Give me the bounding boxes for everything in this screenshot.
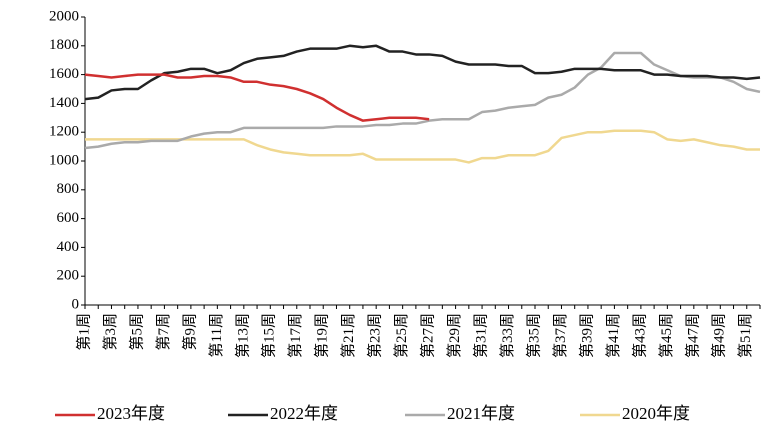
x-tick-label: 第51周 xyxy=(736,313,754,358)
y-tick-label: 2000 xyxy=(49,8,79,24)
x-tick-label: 第31周 xyxy=(471,313,489,358)
x-tick-label: 第27周 xyxy=(419,313,437,358)
x-tick-label: 第25周 xyxy=(392,313,410,358)
y-tick-label: 800 xyxy=(57,181,80,197)
x-tick-label: 第47周 xyxy=(683,313,701,358)
legend-label: 2020年度 xyxy=(622,404,690,423)
series-line xyxy=(84,51,761,150)
series-line xyxy=(84,73,430,122)
y-tick-label: 400 xyxy=(57,239,80,255)
x-tick-label: 第43周 xyxy=(630,313,648,358)
x-tick-label: 第29周 xyxy=(445,313,463,358)
x-tick-label: 第13周 xyxy=(233,313,251,358)
series-line xyxy=(85,129,760,164)
y-tick-label: 1400 xyxy=(49,95,79,111)
x-tick-label: 第15周 xyxy=(260,313,278,358)
x-tick-label: 第1周 xyxy=(74,313,92,351)
x-tick-label: 第19周 xyxy=(313,313,331,358)
y-tick-label: 600 xyxy=(57,210,80,226)
legend-label: 2023年度 xyxy=(97,404,165,423)
y-tick-label: 1600 xyxy=(49,66,79,82)
legend-label: 2022年度 xyxy=(270,404,338,423)
x-tick-label: 第35周 xyxy=(524,313,542,358)
x-tick-label: 第3周 xyxy=(101,313,119,351)
x-tick-label: 第5周 xyxy=(127,313,145,351)
x-tick-label: 第7周 xyxy=(154,313,172,351)
y-tick-label: 200 xyxy=(57,268,80,284)
x-tick-label: 第21周 xyxy=(339,313,357,358)
x-tick-label: 第49周 xyxy=(710,313,728,358)
x-tick-label: 第33周 xyxy=(498,313,516,358)
x-tick-label: 第39周 xyxy=(577,313,595,358)
x-tick-label: 第41周 xyxy=(604,313,622,358)
y-tick-label: 1200 xyxy=(49,124,79,140)
x-tick-label: 第23周 xyxy=(366,313,384,358)
x-tick-label: 第45周 xyxy=(657,313,675,358)
legend-label: 2021年度 xyxy=(447,404,515,423)
x-tick-label: 第17周 xyxy=(286,313,304,358)
x-tick-label: 第11周 xyxy=(207,313,225,357)
y-tick-label: 1000 xyxy=(49,152,79,168)
x-tick-label: 第37周 xyxy=(551,313,569,358)
x-tick-label: 第9周 xyxy=(180,313,198,351)
y-tick-label: 0 xyxy=(72,296,80,312)
y-tick-label: 1800 xyxy=(49,37,79,53)
series-line xyxy=(84,44,761,101)
